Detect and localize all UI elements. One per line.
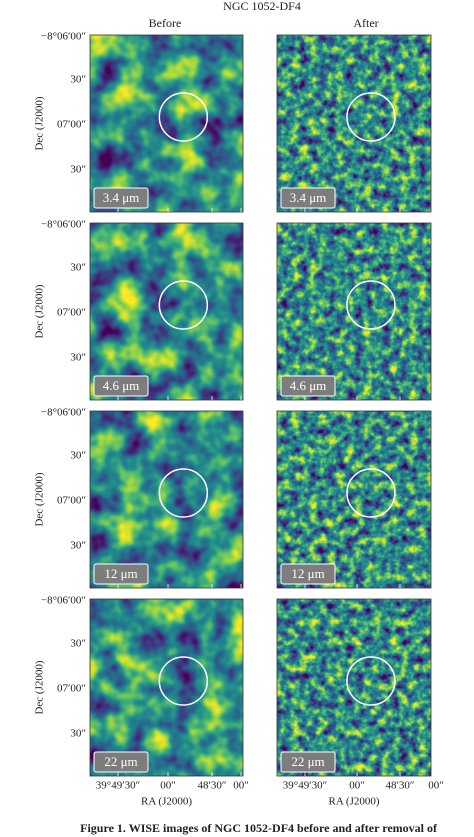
x-tick-label: 00″: [349, 780, 365, 792]
x-tick-label: 00″: [233, 780, 249, 792]
y-tick-label: −8°06′00″: [41, 219, 86, 231]
aperture-circle: [158, 656, 209, 706]
aperture-circle: [346, 656, 396, 706]
panel-frame: [276, 222, 432, 401]
y-tick-label: −8°06′00″: [41, 31, 86, 43]
y-tick-label: 30″: [70, 262, 86, 274]
y-tick-label: 30″: [70, 540, 86, 552]
y-tick-label: 30″: [70, 352, 86, 364]
panel-frame: [276, 410, 432, 589]
band-label: 12 μm: [291, 566, 324, 581]
x-tick-label: 39°49′30″: [96, 780, 140, 792]
band-label: 12 μm: [104, 566, 137, 581]
y-tick-label: 30″: [70, 728, 86, 740]
aperture-circle: [346, 468, 396, 518]
y-tick-label: 07′00″: [57, 307, 86, 319]
caption: Figure 1. WISE images of NGC 1052-DF4 be…: [80, 821, 438, 835]
x-tick-label: 00″: [428, 780, 444, 792]
band-label-box: [93, 751, 149, 773]
x-axis-label: RA (J2000): [328, 796, 379, 808]
aperture-circle: [158, 92, 209, 142]
y-axis-label: Dec (J2000): [34, 284, 46, 338]
panel-frame: [89, 222, 244, 401]
image-panel: [90, 599, 243, 776]
y-axis-label: Dec (J2000): [34, 472, 46, 526]
x-tick-label: 48′30″: [198, 780, 227, 792]
y-axis-label: Dec (J2000): [34, 96, 46, 150]
y-tick-label: −8°06′00″: [41, 595, 86, 607]
band-label: 4.6 μm: [290, 378, 327, 393]
image-panel: [277, 223, 431, 400]
y-tick-label: 07′00″: [57, 683, 86, 695]
aperture-circle: [346, 280, 396, 330]
band-label-box: [280, 751, 336, 773]
aperture-circle: [158, 468, 209, 518]
x-tick-label: 39°49′30″: [283, 780, 327, 792]
band-label-box: [280, 187, 336, 209]
y-tick-label: 30″: [70, 164, 86, 176]
y-tick-label: 30″: [70, 74, 86, 86]
panel-frame: [89, 410, 244, 589]
band-label-box: [93, 187, 149, 209]
image-panel: [277, 35, 431, 212]
band-label: 3.4 μm: [290, 190, 327, 205]
image-panel: [90, 223, 243, 400]
figure-title: NGC 1052-DF4: [223, 0, 301, 13]
x-tick-label: 00″: [160, 780, 176, 792]
x-axis-label: RA (J2000): [141, 796, 192, 808]
image-panel: [277, 599, 431, 776]
band-label-box: [280, 375, 336, 397]
image-panel: [90, 35, 243, 212]
panel-frame: [276, 598, 432, 777]
y-axis-label: Dec (J2000): [34, 660, 46, 714]
x-tick-label: 48′30″: [386, 780, 415, 792]
band-label: 4.6 μm: [103, 378, 140, 393]
y-tick-label: 30″: [70, 450, 86, 462]
band-label-box: [93, 375, 149, 397]
y-tick-label: 30″: [70, 638, 86, 650]
y-tick-label: 07′00″: [57, 119, 86, 131]
band-label: 22 μm: [104, 754, 137, 769]
band-label: 22 μm: [291, 754, 324, 769]
band-label-box: [93, 563, 149, 585]
column-header: After: [353, 16, 378, 30]
band-label-box: [280, 563, 336, 585]
image-panel: [90, 411, 243, 588]
y-tick-label: −8°06′00″: [41, 407, 86, 419]
panel-frame: [276, 34, 432, 213]
aperture-circle: [158, 280, 209, 330]
band-label: 3.4 μm: [103, 190, 140, 205]
column-header: Before: [149, 16, 182, 30]
panel-frame: [89, 598, 244, 777]
image-panel: [277, 411, 431, 588]
aperture-circle: [346, 92, 396, 142]
panel-frame: [89, 34, 244, 213]
y-tick-label: 07′00″: [57, 495, 86, 507]
